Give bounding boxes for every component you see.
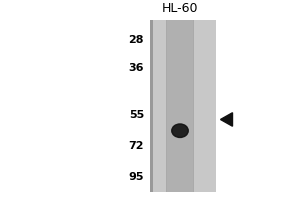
Bar [166,20,167,192]
Bar [150,20,153,192]
Text: HL-60: HL-60 [162,2,198,15]
Text: 36: 36 [128,63,144,73]
Text: 55: 55 [129,110,144,120]
Polygon shape [220,113,232,126]
Text: 28: 28 [128,35,144,45]
Bar [150,20,216,192]
Text: 95: 95 [128,172,144,182]
Text: 72: 72 [128,141,144,151]
Ellipse shape [172,124,188,137]
Bar [167,20,194,192]
Bar [193,20,194,192]
